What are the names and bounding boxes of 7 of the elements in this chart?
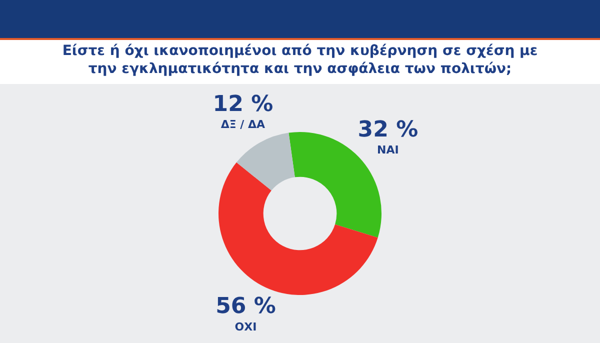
data-label: 56 %	[216, 294, 276, 320]
slice-label: ΔΞ / ΔΑ	[220, 118, 266, 131]
chart-title: Είστε ή όχι ικανοποιημένοι από την κυβέρνηση σε σχέση με την εγκληματικότητα και την ασφάλεια των πολιτών;	[60, 42, 540, 78]
slice-label: ΟΧΙ	[234, 320, 257, 334]
data-label: 32 %	[358, 117, 418, 142]
data-label: 12 %	[212, 92, 274, 117]
slice-label: ΝΑΙ	[377, 144, 399, 156]
